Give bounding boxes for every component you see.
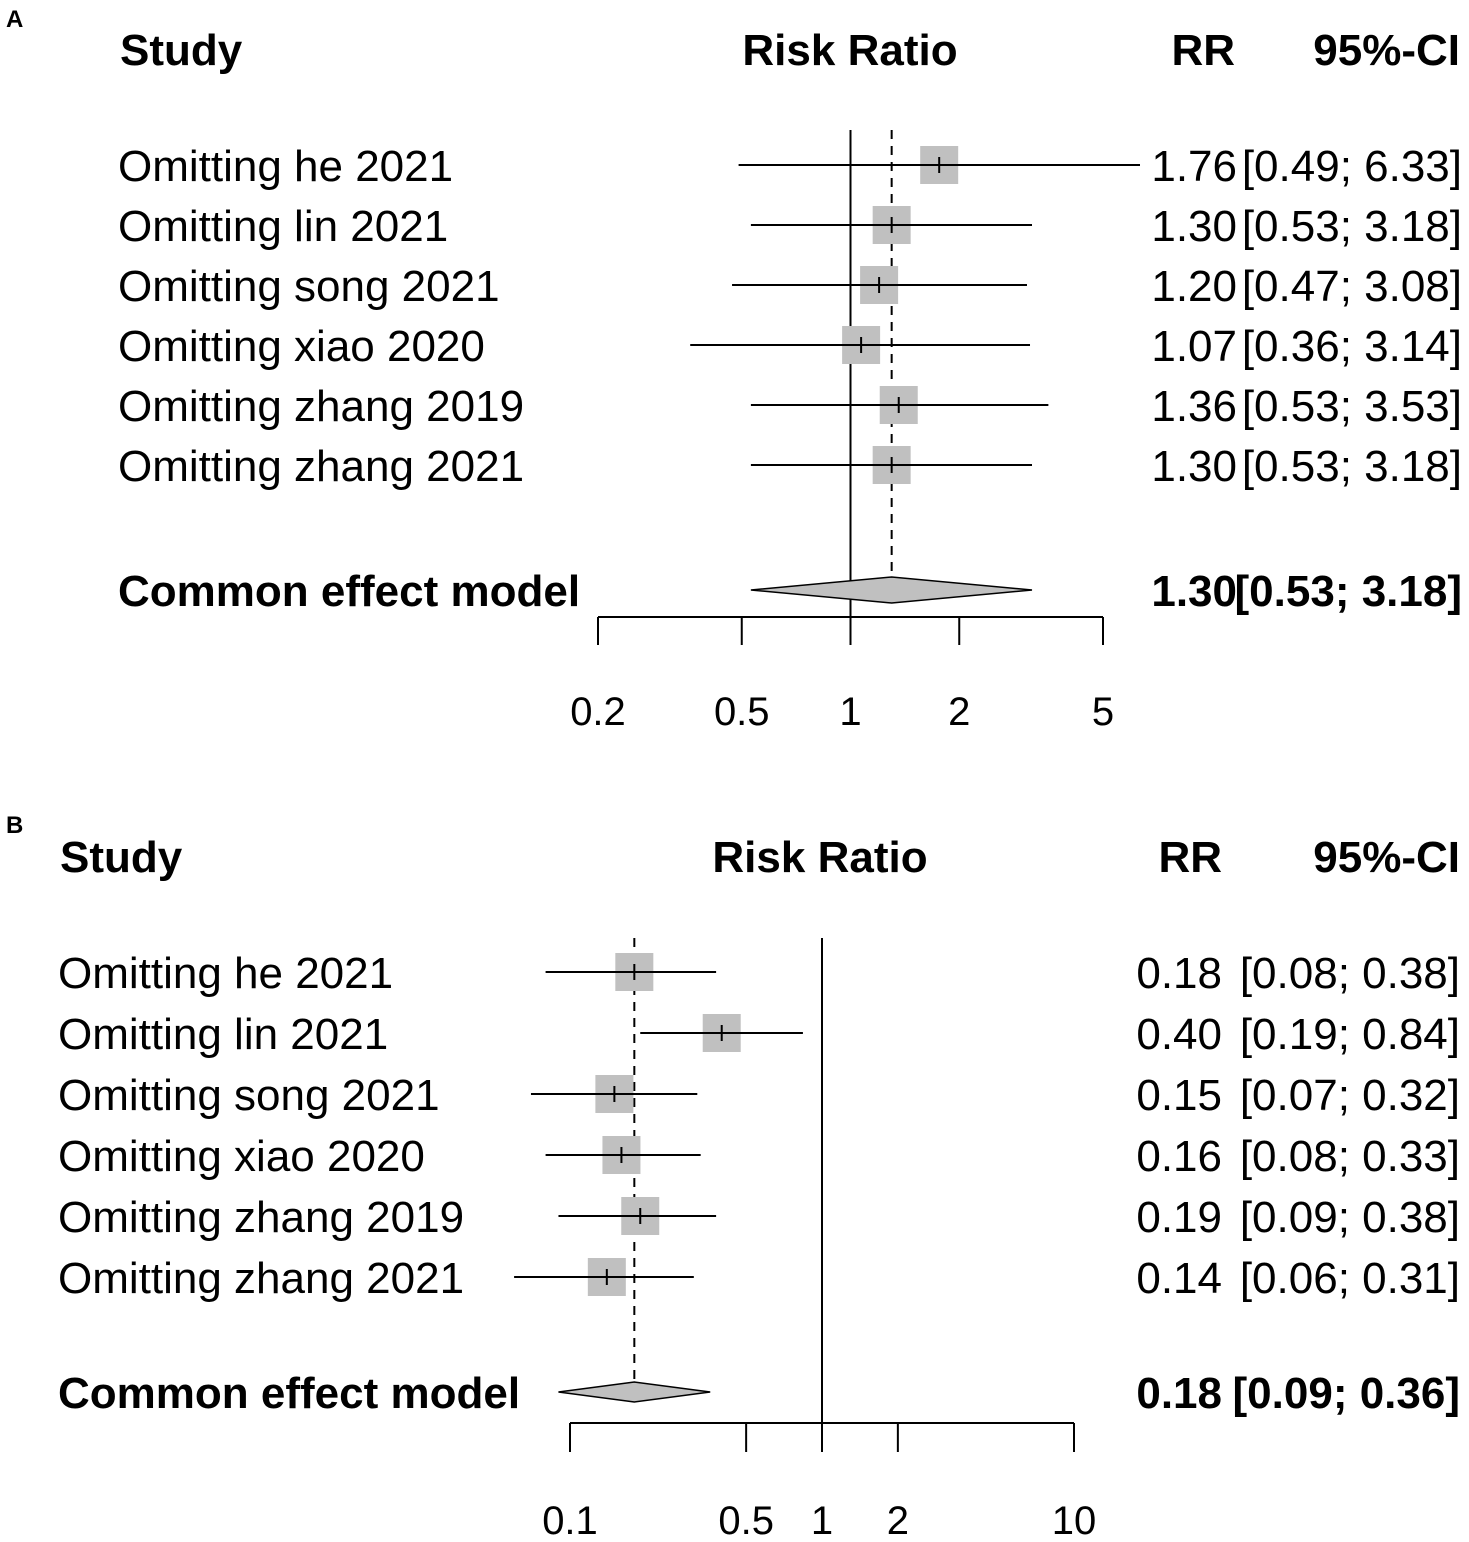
pb-pooled-diamond [558, 1381, 711, 1403]
pb-study-rr: 0.14 [1136, 1254, 1222, 1303]
pb-study-label: Omitting zhang 2021 [58, 1254, 464, 1303]
pb-study-ci: [0.19; 0.84] [1240, 1010, 1460, 1059]
pa-x-tick-label: 1 [839, 690, 861, 734]
pa-pooled-ci: [0.53; 3.18] [1235, 567, 1462, 616]
pa-study-ci: [0.47; 3.08] [1242, 262, 1462, 311]
pa-study-label: Omitting zhang 2019 [118, 382, 524, 431]
pb-study-ci: [0.08; 0.38] [1240, 949, 1460, 998]
pa-pooled-rr: 1.30 [1151, 567, 1237, 616]
pa-header-study: Study [120, 26, 243, 75]
forest-plot-a-svg: Study Risk Ratio RR 95%-CI Omitting he 2021 1… [118, 26, 1462, 734]
pa-header-risk-ratio: Risk Ratio [742, 26, 957, 75]
pb-study-ci: [0.07; 0.32] [1240, 1071, 1460, 1120]
pb-study-label: Omitting song 2021 [58, 1071, 440, 1120]
pb-header-risk-ratio: Risk Ratio [712, 833, 927, 882]
pb-study-label: Omitting he 2021 [58, 949, 393, 998]
pa-study-ci: [0.53; 3.18] [1242, 442, 1462, 491]
pb-study-rr: 0.19 [1136, 1193, 1222, 1242]
pb-study-label: Omitting zhang 2019 [58, 1193, 464, 1242]
pb-header-study: Study [60, 833, 183, 882]
pa-study-label: Omitting xiao 2020 [118, 322, 485, 371]
pb-x-tick-label: 2 [887, 1499, 909, 1542]
pb-study-rr: 0.40 [1136, 1010, 1222, 1059]
pa-study-label: Omitting lin 2021 [118, 202, 448, 251]
pa-header-ci: 95%-CI [1313, 26, 1460, 75]
forest-plot-b-svg: Study Risk Ratio RR 95%-CI Omitting he 2021 0… [58, 833, 1460, 1542]
pa-study-label: Omitting song 2021 [118, 262, 500, 311]
pb-study-label: Omitting lin 2021 [58, 1010, 388, 1059]
panel-label-a: A [6, 6, 24, 33]
pb-pooled-rr: 0.18 [1136, 1369, 1222, 1418]
pa-x-tick-label: 5 [1092, 690, 1114, 734]
pa-pooled-diamond [750, 576, 1033, 604]
pb-header-ci: 95%-CI [1313, 833, 1460, 882]
pa-study-rr: 1.30 [1151, 202, 1237, 251]
pb-study-rr: 0.15 [1136, 1071, 1222, 1120]
pb-study-ci: [0.09; 0.38] [1240, 1193, 1460, 1242]
pb-study-rr: 0.16 [1136, 1132, 1222, 1181]
pa-study-ci: [0.36; 3.14] [1242, 322, 1462, 371]
pa-x-tick-label: 0.5 [714, 690, 770, 734]
pb-study-ci: [0.08; 0.33] [1240, 1132, 1460, 1181]
pa-study-label: Omitting he 2021 [118, 142, 453, 191]
panel-label-b: B [6, 812, 24, 839]
pb-x-tick-label: 1 [811, 1499, 833, 1542]
pb-pooled-label: Common effect model [58, 1369, 520, 1418]
pa-pooled-label: Common effect model [118, 567, 580, 616]
pb-header-rr: RR [1158, 833, 1222, 882]
pa-x-tick-label: 2 [948, 690, 970, 734]
pb-x-tick-label: 10 [1052, 1499, 1097, 1542]
pa-study-ci: [0.53; 3.18] [1242, 202, 1462, 251]
pa-study-rr: 1.76 [1151, 142, 1237, 191]
pa-study-rr: 1.07 [1151, 322, 1237, 371]
pa-study-rr: 1.20 [1151, 262, 1237, 311]
pa-study-ci: [0.49; 6.33] [1242, 142, 1462, 191]
pb-pooled-ci: [0.09; 0.36] [1233, 1369, 1460, 1418]
pa-study-ci: [0.53; 3.53] [1242, 382, 1462, 431]
pb-study-ci: [0.06; 0.31] [1240, 1254, 1460, 1303]
pa-x-tick-label: 0.2 [570, 690, 626, 734]
pa-header-rr: RR [1171, 26, 1235, 75]
pa-study-rr: 1.36 [1151, 382, 1237, 431]
pb-study-label: Omitting xiao 2020 [58, 1132, 425, 1181]
pb-study-rr: 0.18 [1136, 949, 1222, 998]
forest-plot-a: A Study Risk Ratio RR 95%-CI Omitting he 202… [0, 0, 1469, 770]
pb-x-tick-label: 0.1 [542, 1499, 598, 1542]
pb-x-tick-label: 0.5 [718, 1499, 774, 1542]
pa-study-rr: 1.30 [1151, 442, 1237, 491]
pa-study-label: Omitting zhang 2021 [118, 442, 524, 491]
forest-plot-b: B Study Risk Ratio RR 95%-CI Omitting he 202… [0, 800, 1469, 1542]
